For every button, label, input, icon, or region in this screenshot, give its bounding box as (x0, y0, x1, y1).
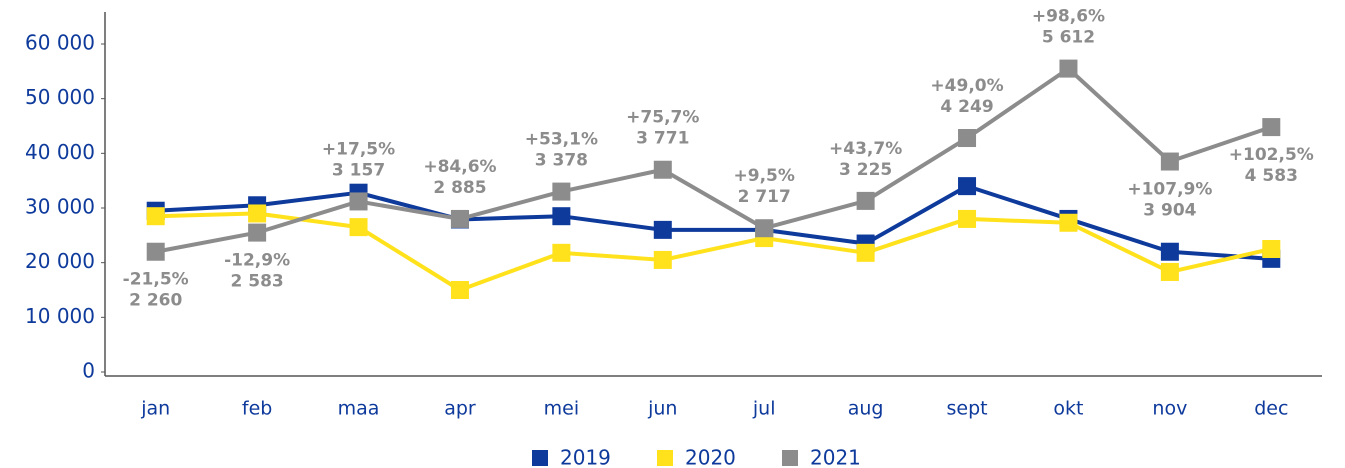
x-tick-label: feb (242, 398, 272, 420)
x-tick-label: dec (1254, 398, 1288, 420)
legend-swatch (782, 450, 798, 466)
marker (1262, 118, 1281, 137)
marker (755, 219, 774, 238)
marker (653, 250, 672, 269)
annotation-difference: 2 260 (129, 291, 182, 311)
marker (1262, 240, 1281, 258)
marker (146, 242, 165, 261)
marker (856, 191, 875, 210)
marker (552, 243, 571, 262)
marker (958, 177, 977, 196)
marker (1160, 242, 1179, 261)
marker (958, 209, 977, 228)
marker (1059, 213, 1078, 232)
legend-swatch (532, 450, 548, 466)
series-line (155, 184, 1272, 261)
annotation-difference: 4 249 (940, 97, 993, 117)
series-line (155, 211, 1272, 292)
series-line (155, 66, 1272, 254)
legend-swatch (657, 450, 673, 466)
annotation-change: +75,7% (626, 108, 699, 128)
y-tick-label: 40 000 (25, 140, 95, 164)
marker (1160, 152, 1179, 171)
x-tick-label: sept (946, 398, 987, 420)
marker (552, 182, 571, 201)
marker (450, 281, 469, 299)
y-tick-label: 30 000 (25, 195, 95, 219)
annotation-change: +53,1% (525, 130, 598, 150)
y-tick-label: 10 000 (25, 304, 95, 328)
annotation-change: +98,6% (1032, 7, 1105, 27)
marker (349, 218, 368, 237)
annotation-difference: 2 583 (231, 272, 284, 292)
annotation-change: +102,5% (1229, 145, 1314, 165)
marker (248, 223, 267, 242)
x-tick-label: aug (848, 398, 884, 420)
annotation-change: -21,5% (123, 270, 189, 290)
y-tick-label: 60 000 (25, 31, 95, 55)
annotation-change: +84,6% (423, 157, 496, 177)
annotation-change: +49,0% (930, 76, 1003, 96)
annotation-difference: 3 225 (839, 160, 892, 180)
annotation-difference: 2 885 (433, 178, 486, 198)
legend-label: 2020 (685, 446, 736, 468)
x-tick-label: apr (444, 398, 476, 420)
annotation-change: +17,5% (322, 139, 395, 159)
y-tick-label: 0 (82, 359, 95, 383)
x-tick-label: okt (1053, 398, 1083, 420)
marker (552, 207, 571, 226)
marker (349, 192, 368, 211)
y-tick-label: 20 000 (25, 249, 95, 273)
legend-label: 2021 (810, 446, 861, 468)
annotation-difference: 2 717 (738, 187, 791, 207)
x-tick-label: jan (140, 398, 170, 420)
marker (958, 129, 977, 148)
marker (653, 220, 672, 239)
x-tick-label: jun (647, 398, 677, 420)
marker (450, 209, 469, 228)
annotation-difference: 4 583 (1245, 166, 1298, 186)
annotation-change: +43,7% (829, 139, 902, 159)
x-tick-label: maa (338, 398, 380, 420)
x-tick-label: nov (1152, 398, 1187, 420)
annotation-change: +9,5% (734, 166, 795, 186)
marker (1059, 59, 1078, 78)
x-tick-label: mei (544, 398, 579, 420)
marker (1160, 262, 1179, 281)
annotation-difference: 3 771 (636, 129, 689, 149)
annotation-change: -12,9% (224, 251, 290, 271)
marker (146, 207, 165, 226)
legend-label: 2019 (560, 446, 611, 468)
annotation-difference: 5 612 (1042, 28, 1095, 48)
annotation-difference: 3 157 (332, 160, 385, 180)
annotation-change: +107,9% (1127, 180, 1212, 200)
y-tick-label: 50 000 (25, 85, 95, 109)
marker (248, 204, 267, 223)
x-tick-label: jul (752, 398, 776, 420)
marker (653, 160, 672, 179)
annotation-difference: 3 904 (1143, 201, 1196, 221)
annotation-difference: 3 378 (535, 151, 588, 171)
marker (856, 243, 875, 262)
